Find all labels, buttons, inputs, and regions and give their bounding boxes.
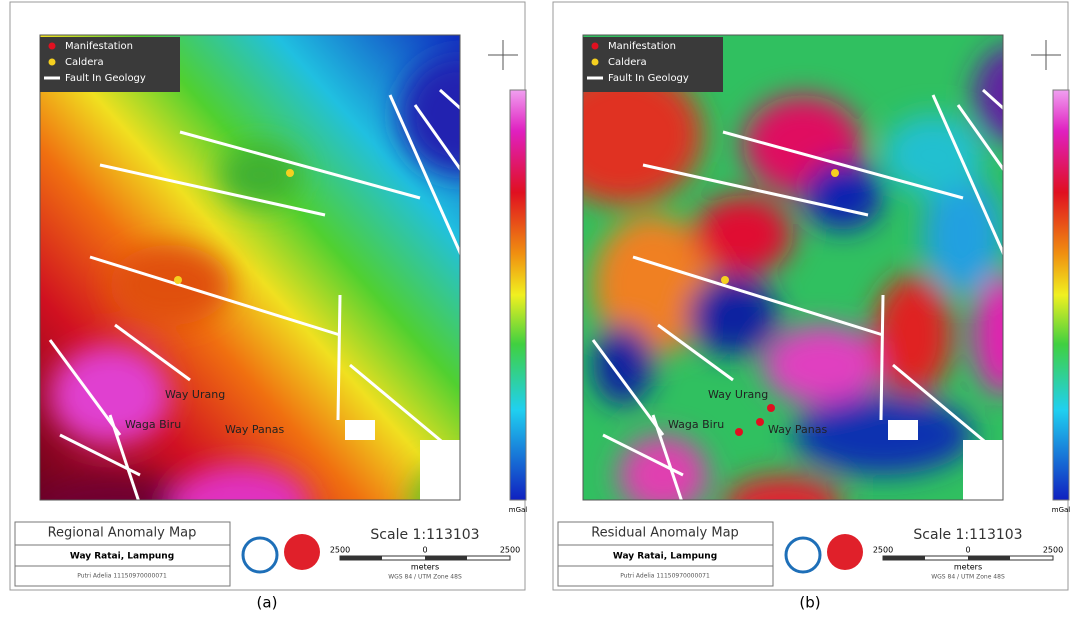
no-data bbox=[888, 420, 918, 440]
map-author: Putri Adelia 11150970000071 bbox=[77, 573, 167, 580]
map-panel: Way Urang Waga Biru Way Panas Manifestation… bbox=[10, 2, 527, 612]
legend-label: Manifestation bbox=[608, 41, 676, 52]
place-label: Waga Biru bbox=[125, 418, 181, 431]
anomaly-blob bbox=[763, 325, 883, 405]
no-data bbox=[345, 420, 375, 440]
figure: Way Urang Waga Biru Way Panas Manifestation… bbox=[0, 0, 1075, 615]
legend-label: Fault In Geology bbox=[65, 73, 146, 84]
logo bbox=[786, 538, 820, 572]
legend-label: Manifestation bbox=[65, 41, 133, 52]
scale-label: Scale 1:113103 bbox=[913, 527, 1022, 543]
logo bbox=[284, 534, 320, 570]
map-title: Residual Anomaly Map bbox=[591, 526, 739, 541]
projection: WGS 84 / UTM Zone 48S bbox=[388, 574, 462, 581]
caldera bbox=[831, 169, 839, 177]
projection: WGS 84 / UTM Zone 48S bbox=[931, 574, 1005, 581]
scale-tick: 2500 bbox=[873, 546, 893, 555]
legend-symbol bbox=[49, 43, 56, 50]
no-data bbox=[963, 440, 1003, 500]
anomaly-blob bbox=[873, 275, 953, 395]
manifestation bbox=[756, 418, 764, 426]
scale-bar bbox=[425, 556, 467, 560]
anomaly-blob bbox=[110, 245, 230, 325]
colorbar-unit: mGal bbox=[509, 506, 528, 514]
legend-label: Fault In Geology bbox=[608, 73, 689, 84]
scale-label: Scale 1:113103 bbox=[370, 527, 479, 543]
place-label: Waga Biru bbox=[668, 418, 724, 431]
map-panel: Way Urang Waga Biru Way Panas Manifestation… bbox=[543, 2, 1070, 612]
place-label: Way Urang bbox=[165, 388, 225, 401]
map-title: Regional Anomaly Map bbox=[48, 526, 197, 541]
legend-symbol bbox=[49, 59, 56, 66]
colorbar-unit: mGal bbox=[1052, 506, 1071, 514]
place-label: Way Panas bbox=[768, 423, 828, 436]
map-location: Way Ratai, Lampung bbox=[613, 552, 717, 562]
map-location: Way Ratai, Lampung bbox=[70, 552, 174, 562]
place-label: Way Urang bbox=[708, 388, 768, 401]
logo bbox=[243, 538, 277, 572]
scale-tick: 2500 bbox=[500, 546, 520, 555]
logo bbox=[827, 534, 863, 570]
scale-bar bbox=[968, 556, 1010, 560]
map-area bbox=[30, 35, 520, 555]
anomaly-blob bbox=[803, 160, 883, 230]
colorbar bbox=[510, 90, 526, 500]
legend-label: Caldera bbox=[65, 57, 104, 68]
manifestation bbox=[735, 428, 743, 436]
caldera bbox=[286, 169, 294, 177]
map-area bbox=[543, 35, 1053, 535]
panel-caption: (b) bbox=[799, 594, 820, 612]
scale-tick: 2500 bbox=[1043, 546, 1063, 555]
scale-bar bbox=[883, 556, 925, 560]
anomaly-blob bbox=[883, 115, 983, 195]
place-label: Way Panas bbox=[225, 423, 285, 436]
scale-tick: 0 bbox=[422, 546, 427, 555]
panel-caption: (a) bbox=[257, 594, 278, 612]
scale-tick: 2500 bbox=[330, 546, 350, 555]
legend-symbol bbox=[592, 43, 599, 50]
scale-unit: meters bbox=[954, 563, 982, 572]
legend-label: Caldera bbox=[608, 57, 647, 68]
no-data bbox=[420, 440, 460, 500]
fault-line bbox=[881, 295, 883, 420]
anomaly-blob bbox=[593, 325, 653, 405]
map-author: Putri Adelia 11150970000071 bbox=[620, 573, 710, 580]
colorbar bbox=[1053, 90, 1069, 500]
scale-unit: meters bbox=[411, 563, 439, 572]
caldera bbox=[721, 276, 729, 284]
caldera bbox=[174, 276, 182, 284]
fault-line bbox=[338, 295, 340, 420]
manifestation bbox=[767, 404, 775, 412]
legend-symbol bbox=[592, 59, 599, 66]
anomaly-blob bbox=[693, 195, 793, 275]
scale-tick: 0 bbox=[965, 546, 970, 555]
scale-bar bbox=[340, 556, 382, 560]
